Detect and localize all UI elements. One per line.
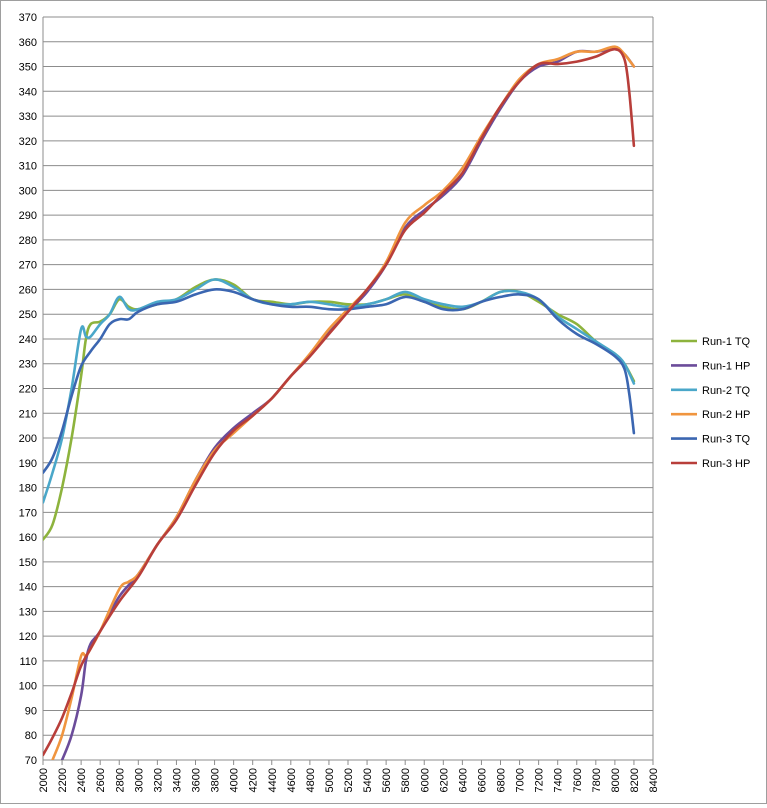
x-tick-label: 3000 bbox=[133, 768, 145, 792]
legend-item-run-3-tq: Run-3 TQ bbox=[671, 434, 751, 446]
y-tick-label: 110 bbox=[19, 656, 37, 668]
x-tick-label: 6400 bbox=[457, 768, 469, 792]
y-tick-label: 320 bbox=[19, 136, 37, 148]
y-tick-label: 270 bbox=[19, 260, 37, 272]
series-line-run-3-tq bbox=[43, 288, 636, 474]
x-tick-label: 2000 bbox=[38, 768, 50, 792]
x-tick-label: 4200 bbox=[248, 768, 260, 792]
y-tick-label: 300 bbox=[19, 185, 37, 197]
x-tick-label: 4800 bbox=[305, 768, 317, 792]
x-tick-label: 5200 bbox=[343, 768, 355, 792]
x-tick-label: 7000 bbox=[515, 768, 527, 792]
legend-item-run-2-hp: Run-2 HP bbox=[671, 409, 750, 421]
y-tick-label: 330 bbox=[19, 111, 37, 123]
legend-label: Run-1 HP bbox=[702, 360, 750, 372]
y-tick-label: 200 bbox=[19, 433, 37, 445]
series-line-run-3-hp bbox=[43, 47, 636, 757]
legend-label: Run-3 HP bbox=[702, 458, 750, 470]
x-tick-label: 4400 bbox=[267, 768, 279, 792]
y-tick-label: 220 bbox=[19, 384, 37, 396]
series-lines bbox=[43, 45, 636, 760]
x-tick-label: 8200 bbox=[629, 768, 641, 792]
y-tick-label: 250 bbox=[19, 309, 37, 321]
x-tick-label: 7600 bbox=[572, 768, 584, 792]
y-tick-label: 120 bbox=[19, 631, 37, 643]
x-tick-label: 7200 bbox=[534, 768, 546, 792]
x-tick-label: 3600 bbox=[191, 768, 203, 792]
x-tick-label: 5000 bbox=[324, 768, 336, 792]
y-tick-label: 260 bbox=[19, 284, 37, 296]
x-tick-label: 5800 bbox=[400, 768, 412, 792]
legend-item-run-3-hp: Run-3 HP bbox=[671, 458, 750, 470]
y-tick-label: 130 bbox=[19, 606, 37, 618]
series-line-run-2-hp bbox=[51, 45, 636, 760]
x-tick-label: 3800 bbox=[210, 768, 222, 792]
x-tick-label: 2600 bbox=[95, 768, 107, 792]
y-tick-label: 140 bbox=[19, 582, 37, 594]
legend-label: Run-1 TQ bbox=[702, 336, 751, 348]
y-tick-label: 80 bbox=[25, 730, 37, 742]
x-tick-label: 5600 bbox=[381, 768, 393, 792]
legend-item-run-2-tq: Run-2 TQ bbox=[671, 385, 751, 397]
y-tick-label: 350 bbox=[19, 62, 37, 74]
y-tick-label: 340 bbox=[19, 86, 37, 98]
y-tick-label: 280 bbox=[19, 235, 37, 247]
x-tick-label: 6800 bbox=[496, 768, 508, 792]
x-tick-label: 6000 bbox=[419, 768, 431, 792]
y-tick-label: 290 bbox=[19, 210, 37, 222]
y-tick-label: 360 bbox=[19, 37, 37, 49]
y-tick-label: 210 bbox=[19, 408, 37, 420]
series-line-run-1-hp bbox=[60, 47, 636, 760]
y-tick-label: 190 bbox=[19, 458, 37, 470]
legend-item-run-1-hp: Run-1 HP bbox=[671, 360, 750, 372]
y-tick-label: 230 bbox=[19, 359, 37, 371]
legend-label: Run-2 HP bbox=[702, 409, 750, 421]
y-tick-label: 150 bbox=[19, 557, 37, 569]
x-tick-label: 6600 bbox=[476, 768, 488, 792]
x-axis: 2000 2200 2400 2600 2800 3000 3200 3400 3600 3800… bbox=[38, 760, 660, 792]
x-tick-label: 7400 bbox=[553, 768, 565, 792]
x-tick-label: 2800 bbox=[114, 768, 126, 792]
legend-label: Run-2 TQ bbox=[702, 385, 751, 397]
series-line-run-2-tq bbox=[43, 278, 636, 504]
y-tick-label: 370 bbox=[19, 12, 37, 24]
legend: Run-1 TQ Run-1 HP Run-2 TQ Run-2 HP Run-3 TQ… bbox=[671, 336, 751, 470]
x-tick-label: 5400 bbox=[362, 768, 374, 792]
x-tick-label: 2200 bbox=[57, 768, 69, 792]
x-tick-label: 2400 bbox=[76, 768, 88, 792]
x-tick-label: 4000 bbox=[229, 768, 241, 792]
legend-item-run-1-tq: Run-1 TQ bbox=[671, 336, 751, 348]
y-tick-label: 160 bbox=[19, 532, 37, 544]
y-tick-label: 70 bbox=[25, 755, 37, 767]
y-tick-label: 180 bbox=[19, 483, 37, 495]
legend-label: Run-3 TQ bbox=[702, 434, 751, 446]
x-tick-label: 8400 bbox=[648, 768, 660, 792]
y-tick-label: 240 bbox=[19, 334, 37, 346]
x-tick-label: 3200 bbox=[152, 768, 164, 792]
y-tick-label: 90 bbox=[25, 705, 37, 717]
x-tick-label: 7800 bbox=[591, 768, 603, 792]
x-tick-label: 3400 bbox=[171, 768, 183, 792]
y-tick-label: 100 bbox=[19, 681, 37, 693]
x-tick-label: 8000 bbox=[610, 768, 622, 792]
x-tick-label: 4600 bbox=[286, 768, 298, 792]
x-tick-label: 6200 bbox=[438, 768, 450, 792]
gridlines bbox=[43, 16, 653, 761]
y-tick-label: 310 bbox=[19, 161, 37, 173]
y-axis: 70 80 90 100 110 120 130 140 150 160 170 180 190 200 2… bbox=[19, 12, 37, 767]
y-tick-label: 170 bbox=[19, 507, 37, 519]
